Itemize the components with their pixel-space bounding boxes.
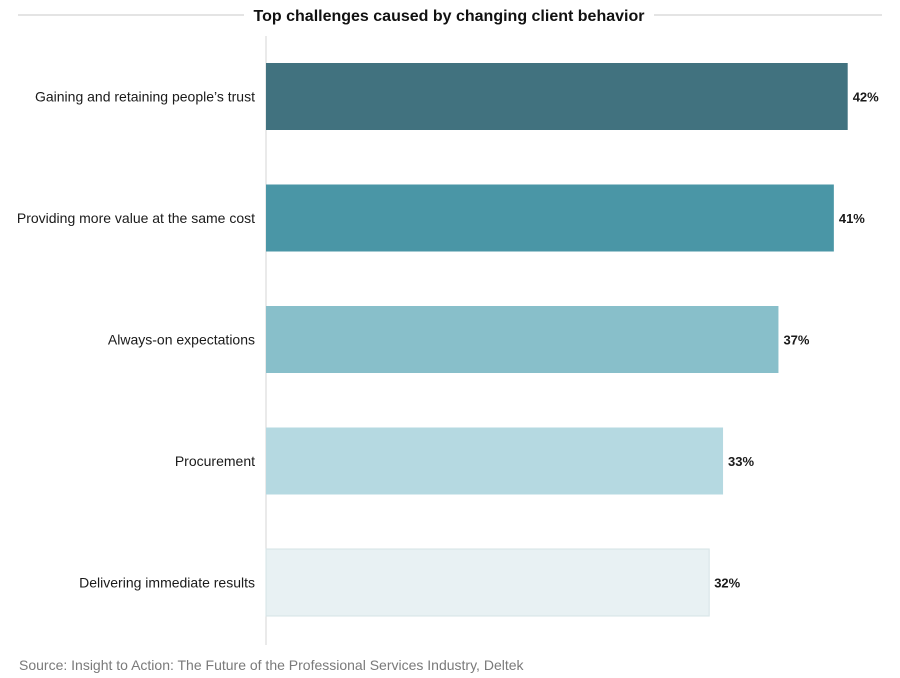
value-label-2: 41%: [839, 211, 865, 226]
source-note: Source: Insight to Action: The Future of…: [19, 657, 524, 673]
bar-1: [266, 63, 848, 130]
bar-2: [266, 184, 834, 252]
bar-3: [266, 306, 779, 373]
bar-4: [266, 427, 724, 495]
category-label-5: Delivering immediate results: [79, 575, 255, 591]
category-label-2: Providing more value at the same cost: [17, 210, 255, 226]
value-label-5: 32%: [714, 576, 740, 591]
chart-title: Top challenges caused by changing client…: [254, 8, 645, 25]
bars-layer: Gaining and retaining people’s trust 42% P…: [17, 63, 879, 617]
category-label-4: Procurement: [175, 453, 255, 469]
category-label-3: Always-on expectations: [108, 332, 255, 348]
value-label-1: 42%: [853, 90, 879, 105]
value-label-4: 33%: [728, 454, 754, 469]
category-label-1: Gaining and retaining people’s trust: [35, 89, 255, 105]
bar-5: [265, 548, 710, 617]
value-label-3: 37%: [783, 333, 809, 348]
